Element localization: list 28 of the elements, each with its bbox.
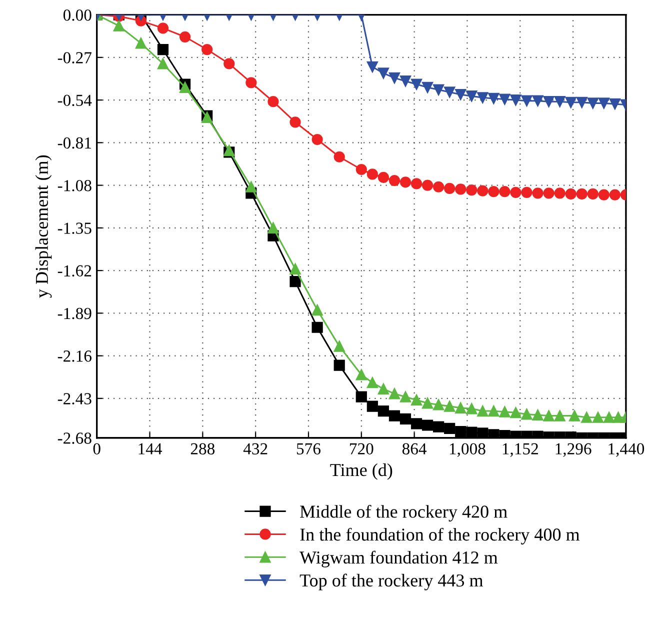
y-tick-label: -0.81 [58, 137, 91, 149]
y-tick-label: -1.89 [58, 308, 92, 320]
y-tick-label: -2.16 [58, 350, 92, 362]
x-tick-label: 288 [190, 443, 215, 454]
x-tick-label: 864 [402, 443, 427, 454]
y-tick-label: -1.08 [58, 180, 92, 192]
x-tick-label: 1,440 [608, 443, 644, 457]
x-tick-label: 432 [243, 443, 268, 454]
x-tick-label: 1,296 [556, 443, 592, 457]
legend-label: Wigwam foundation 412 m [300, 550, 498, 568]
x-tick-label: 144 [138, 443, 162, 454]
legend-label: Middle of the rockery 420 m [300, 504, 508, 522]
y-tick-label: -2.68 [58, 432, 92, 444]
y-axis-title: y Displacement (m) [35, 155, 52, 298]
y-tick-label: -0.27 [58, 52, 92, 64]
x-tick-label: 1,008 [450, 443, 486, 457]
legend-label: In the foundation of the rockery 400 m [300, 528, 580, 544]
y-tick-label: -1.35 [58, 222, 92, 234]
x-tick-label: 1,152 [502, 443, 538, 457]
x-axis-title: Time (d) [330, 463, 392, 480]
y-tick-label: 0.00 [63, 9, 92, 21]
y-tick-label: -2.43 [58, 393, 92, 404]
legend-label: Top of the rockery 443 m [300, 574, 484, 590]
x-tick-label: 576 [296, 443, 320, 454]
y-tick-label: -1.62 [58, 265, 92, 277]
x-tick-label: 0 [93, 443, 100, 454]
y-tick-label: -0.54 [58, 94, 92, 106]
x-tick-label: 720 [350, 443, 374, 454]
